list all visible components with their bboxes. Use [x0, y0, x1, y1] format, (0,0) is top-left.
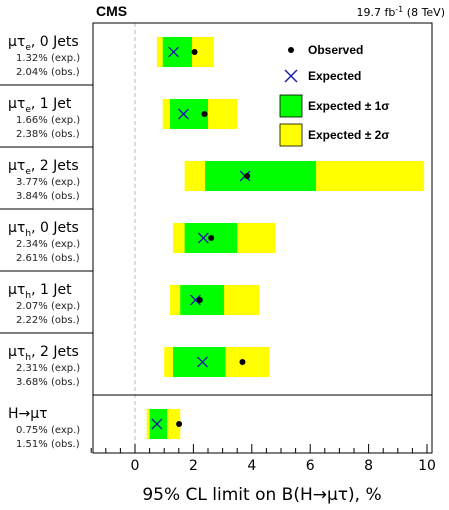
x-tick-label: 6: [306, 458, 315, 474]
legend-band1-label: Expected ± 1σ: [308, 99, 390, 113]
x-tick-label: 2: [189, 458, 198, 474]
observed-marker: [208, 235, 215, 241]
expected-marker: [151, 418, 163, 430]
band1-sigma: [205, 161, 317, 191]
expected-marker: [197, 232, 209, 244]
category-title-main: μτ: [8, 158, 25, 174]
observed-marker: [244, 173, 251, 179]
x-tick-label: 4: [247, 458, 256, 474]
band1-sigma: [162, 37, 192, 67]
category-title-main: μτ: [8, 34, 25, 50]
plot-frame: [92, 22, 433, 454]
observed-limit-text: 2.04% (obs.): [16, 67, 80, 78]
category-title-suffix: , 0 Jets: [31, 34, 79, 50]
x-axis-title: 95% CL limit on B(H→μτ), %: [142, 485, 381, 505]
category-title-subscript: e: [25, 105, 31, 115]
category-title-suffix: , 1 Jet: [31, 96, 72, 112]
category-title-suffix: , 0 Jets: [31, 220, 79, 236]
x-tick-label: 10: [418, 458, 436, 474]
expected-marker-stroke: [151, 418, 163, 430]
x-tick-label: 0: [131, 458, 140, 474]
expected-marker-stroke: [168, 46, 180, 58]
expected-limit-text: 3.77% (exp.): [16, 177, 80, 188]
observed-limit-text: 3.68% (obs.): [16, 377, 80, 388]
legend-band1-swatch: [279, 94, 303, 118]
x-axis: 0 2 4 6 8 10: [90, 444, 436, 474]
legend-band2-swatch: [279, 123, 303, 147]
category-title-suffix: , 2 Jets: [31, 158, 79, 174]
legend-band2-label: Expected ± 2σ: [308, 128, 390, 142]
expected-limit-text: 1.66% (exp.): [16, 115, 80, 126]
expected-limit-text: 0.75% (exp.): [16, 425, 80, 436]
band1-sigma: [149, 409, 168, 439]
observed-marker: [239, 359, 246, 365]
observed-limit-text: 2.61% (obs.): [16, 253, 80, 264]
category-title: H→μτ: [8, 406, 48, 422]
category-title-main: μτ: [8, 344, 25, 360]
expected-marker: [178, 108, 189, 120]
category-title-main: H→μτ: [8, 406, 48, 422]
band1-sigma: [172, 347, 226, 377]
category-title-suffix: , 1 Jet: [31, 282, 72, 298]
expected-marker-stroke: [197, 232, 209, 244]
lumi-value: 19.7 fb: [356, 6, 395, 19]
luminosity-label: 19.7 fb-1 (8 TeV): [356, 5, 445, 19]
expected-marker: [189, 294, 201, 306]
experiment-label: CMS: [96, 3, 127, 19]
expected-limit-text: 2.31% (exp.): [16, 363, 80, 374]
category-title-main: μτ: [8, 96, 25, 112]
legend-expected-label: Expected: [308, 69, 361, 83]
category-title-main: μτ: [8, 282, 25, 298]
expected-marker: [196, 356, 208, 368]
observed-limit-text: 1.51% (obs.): [16, 439, 80, 450]
expected-limit-text: 1.32% (exp.): [16, 53, 80, 64]
observed-marker: [176, 421, 183, 427]
observed-marker: [191, 49, 198, 55]
expected-marker-stroke: [189, 294, 201, 306]
observed-marker: [201, 111, 208, 117]
category-title: μτh, 1 Jet: [8, 282, 72, 301]
x-tick-label: 8: [364, 458, 373, 474]
category-title: μτh, 0 Jets: [8, 220, 79, 239]
observed-limit-text: 3.84% (obs.): [16, 191, 80, 202]
observed-limit-text: 2.38% (obs.): [16, 129, 80, 140]
expected-marker-stroke: [178, 108, 189, 120]
expected-limit-text: 2.07% (exp.): [16, 301, 80, 312]
markers-layer: [151, 46, 251, 430]
category-title: μτh, 2 Jets: [8, 344, 79, 363]
category-title-suffix: , 2 Jets: [31, 344, 79, 360]
expected-marker-stroke: [196, 356, 208, 368]
category-title-subscript: h: [25, 229, 31, 239]
category-title-main: μτ: [8, 220, 25, 236]
category-title-subscript: h: [25, 353, 31, 363]
expected-limit-text: 2.34% (exp.): [16, 239, 80, 250]
category-dividers: [0, 84, 432, 396]
observed-limit-text: 2.22% (obs.): [16, 315, 80, 326]
legend-observed-label: Observed: [308, 43, 363, 57]
expected-marker: [168, 46, 180, 58]
category-title-subscript: h: [25, 291, 31, 301]
category-title: μτe, 1 Jet: [8, 96, 72, 115]
lumi-exponent: -1: [395, 5, 403, 14]
category-title-subscript: e: [25, 43, 31, 53]
energy-value: (8 TeV): [403, 6, 445, 19]
category-title-subscript: e: [25, 167, 31, 177]
category-title: μτe, 2 Jets: [8, 158, 79, 177]
observed-marker: [196, 297, 203, 303]
legend-expected-marker: [284, 69, 298, 83]
category-title: μτe, 0 Jets: [8, 34, 79, 53]
legend: Observed Expected Expected ± 1σ Expected…: [279, 43, 390, 147]
legend-observed-marker: [288, 47, 294, 53]
bands-layer: [134, 23, 425, 453]
